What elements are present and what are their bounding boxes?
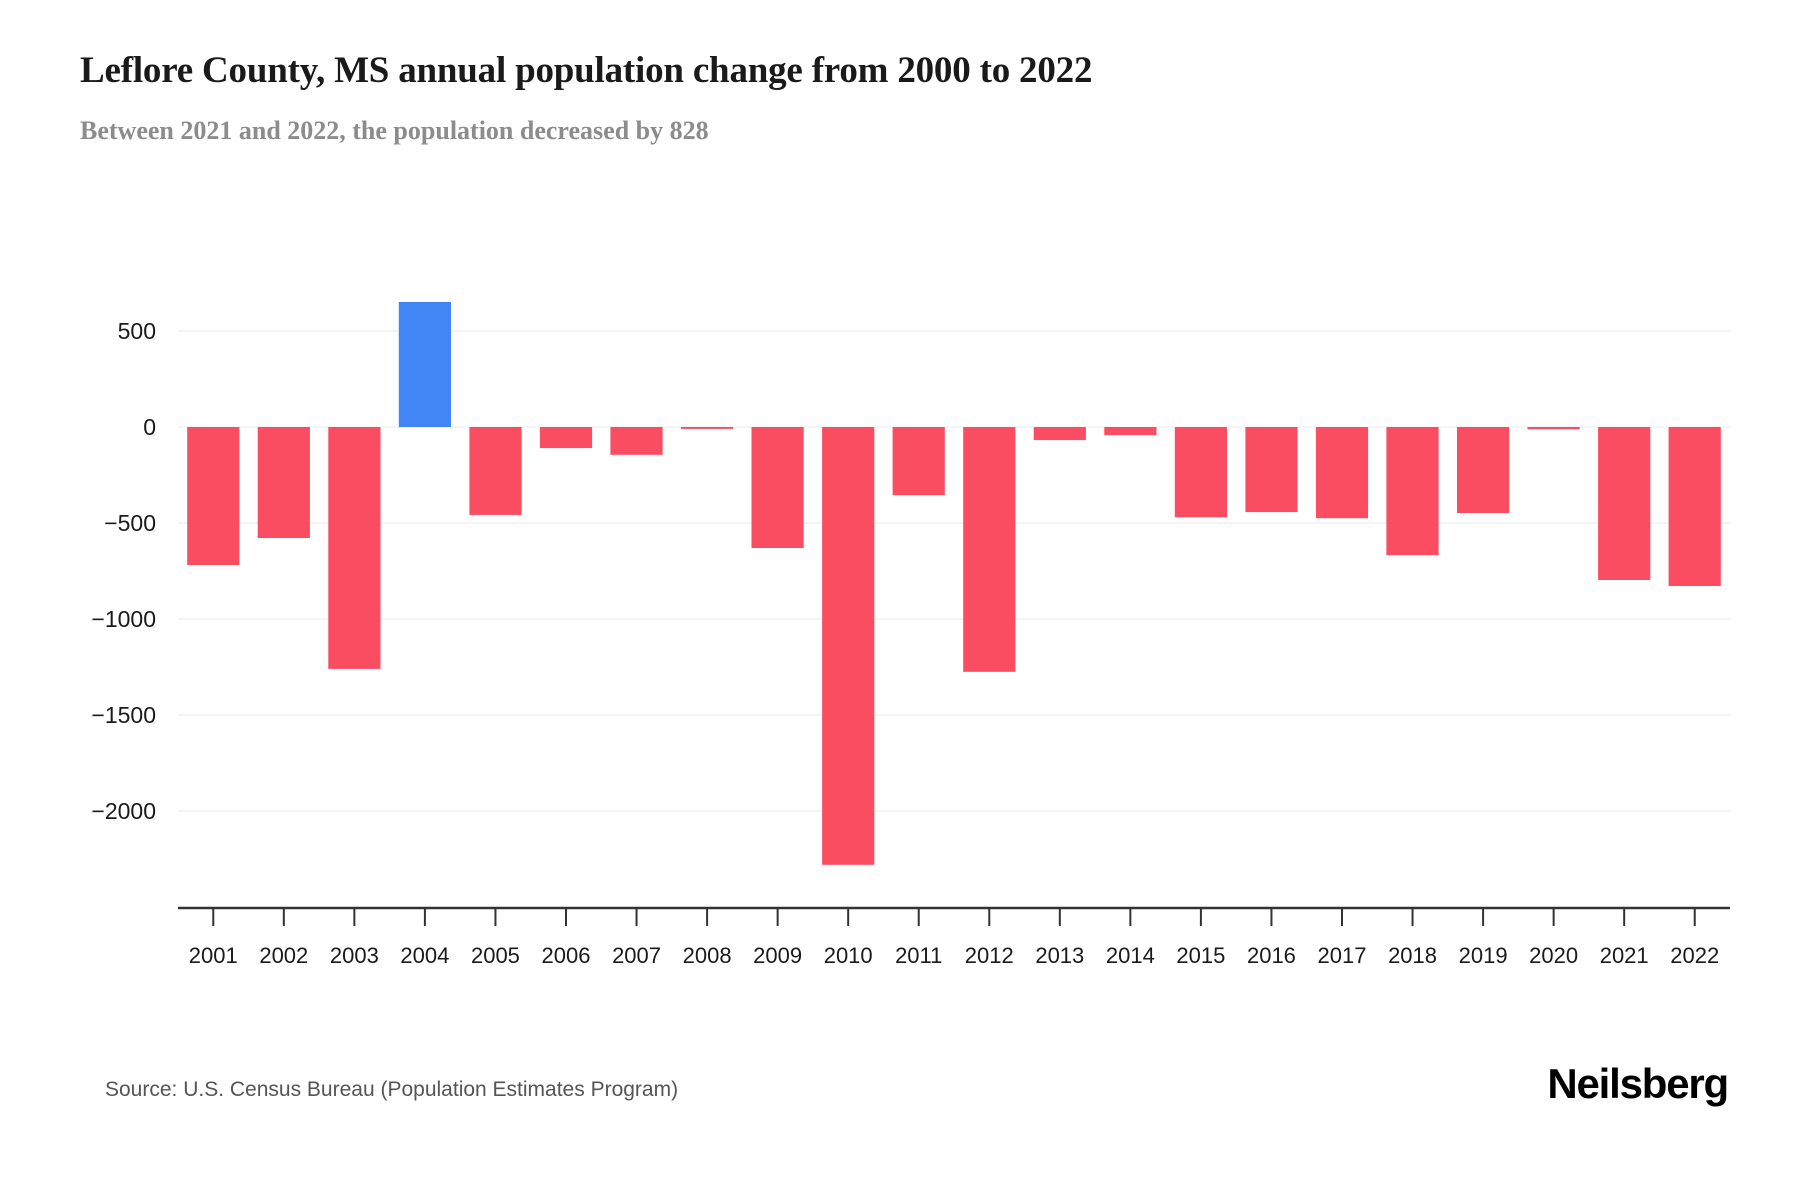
- bar-2010[interactable]: [822, 427, 875, 865]
- x-axis-tick-label: 2021: [1600, 943, 1649, 968]
- x-axis-tick-label: 2011: [895, 943, 942, 968]
- x-axis-tick-label: 2007: [612, 943, 661, 968]
- bar-2016[interactable]: [1245, 427, 1298, 513]
- bar-2012[interactable]: [963, 427, 1016, 672]
- bar-2015[interactable]: [1174, 427, 1227, 518]
- x-axis-tick-label: 2016: [1247, 943, 1296, 968]
- bar-2013[interactable]: [1033, 427, 1086, 441]
- x-axis-tick-label: 2020: [1529, 943, 1578, 968]
- chart-header: Leflore County, MS annual population cha…: [80, 48, 1720, 148]
- x-axis-tick-label: 2013: [1035, 943, 1084, 968]
- y-axis-tick-label: −2000: [91, 798, 156, 824]
- y-axis-tick-label: −1000: [91, 606, 156, 632]
- x-axis-tick-label: 2002: [259, 943, 308, 968]
- y-axis-tick-label: 0: [143, 414, 156, 440]
- bar-2005[interactable]: [469, 427, 522, 515]
- x-axis-tick-label: 2003: [330, 943, 379, 968]
- brand-logo: Neilsberg: [1547, 1060, 1729, 1107]
- bar-2017[interactable]: [1315, 427, 1369, 519]
- bar-2021[interactable]: [1598, 427, 1651, 580]
- y-axis-tick-label: −1500: [91, 702, 156, 728]
- bar-2009[interactable]: [751, 427, 804, 548]
- x-axis-tick-label: 2014: [1106, 943, 1155, 968]
- x-axis-tick-label: 2001: [189, 943, 238, 968]
- bar-2014[interactable]: [1104, 427, 1157, 436]
- y-axis-tick-label: 500: [118, 318, 156, 344]
- bar-2003[interactable]: [328, 427, 381, 669]
- bar-2018[interactable]: [1386, 427, 1439, 556]
- bar-2007[interactable]: [610, 427, 663, 455]
- bar-2004[interactable]: [398, 302, 451, 427]
- bar-2011[interactable]: [892, 427, 945, 496]
- y-axis-tick-label: −500: [104, 510, 156, 536]
- bar-2001[interactable]: [187, 427, 240, 565]
- x-axis-tick-label: 2019: [1459, 943, 1508, 968]
- bar-2022[interactable]: [1668, 427, 1721, 586]
- page-title: Leflore County, MS annual population cha…: [80, 50, 1093, 91]
- x-axis-tick-label: 2017: [1318, 943, 1367, 968]
- x-axis-tick-label: 2015: [1176, 943, 1225, 968]
- x-axis-tick-label: 2006: [542, 943, 591, 968]
- bar-2002[interactable]: [257, 427, 310, 538]
- x-axis-tick-label: 2005: [471, 943, 520, 968]
- x-axis-tick-label: 2004: [400, 943, 449, 968]
- x-axis-tick-label: 2010: [824, 943, 873, 968]
- chart-subtitle: Between 2021 and 2022, the population de…: [80, 116, 709, 145]
- x-axis-tick-label: 2008: [683, 943, 732, 968]
- x-axis-tick-label: 2012: [965, 943, 1014, 968]
- x-axis-tick-label: 2018: [1388, 943, 1437, 968]
- bar-2008[interactable]: [681, 427, 734, 429]
- x-axis-tick-label: 2009: [753, 943, 802, 968]
- bar-2006[interactable]: [539, 427, 593, 449]
- bar-2020[interactable]: [1527, 427, 1580, 430]
- x-axis-tick-label: 2022: [1670, 943, 1719, 968]
- bar-2019[interactable]: [1457, 427, 1510, 513]
- source-note: Source: U.S. Census Bureau (Population E…: [105, 1078, 679, 1101]
